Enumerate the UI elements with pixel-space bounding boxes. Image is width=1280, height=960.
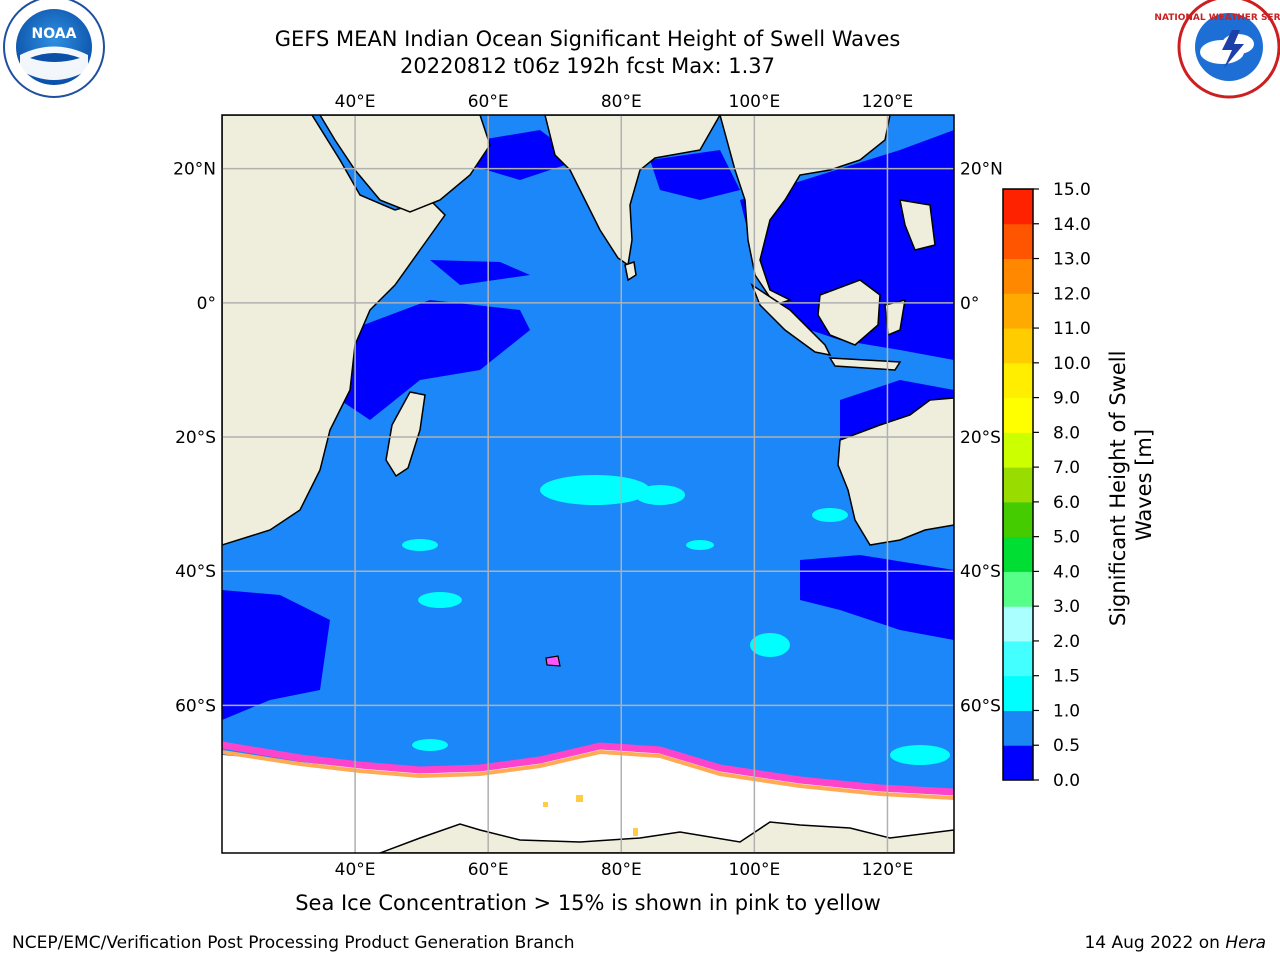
colorbar-segment <box>1003 536 1033 572</box>
colorbar-tick-label: 4.0 <box>1053 562 1080 582</box>
colorbar-tick-label: 8.0 <box>1053 423 1080 443</box>
colorbar-segment <box>1003 328 1033 364</box>
colorbar-segment <box>1003 362 1033 399</box>
colorbar-tick-label: 12.0 <box>1053 284 1091 304</box>
colorbar-tick-label: 14.0 <box>1053 215 1091 235</box>
colorbar-tick-label: 1.5 <box>1053 667 1080 687</box>
graticule <box>222 115 954 853</box>
colorbar-tick-label: 13.0 <box>1053 250 1091 270</box>
map-frame <box>221 114 955 854</box>
lat-tick-left: 0° <box>197 294 216 314</box>
lon-tick-top: 120°E <box>862 92 914 112</box>
colorbar-tick-label: 2.0 <box>1053 632 1080 652</box>
colorbar-segment <box>1003 501 1033 538</box>
colorbar-tick-label: 9.0 <box>1053 389 1080 409</box>
lon-tick-bottom: 100°E <box>729 860 781 880</box>
colorbar-segment <box>1003 745 1033 781</box>
svg-text:NATIONAL WEATHER SERVICE: NATIONAL WEATHER SERVICE <box>1154 13 1280 23</box>
colorbar-segment <box>1003 571 1033 607</box>
lon-tick-bottom: 120°E <box>862 860 914 880</box>
lat-tick-left: 40°S <box>175 562 216 582</box>
sea-ice-caption: Sea Ice Concentration > 15% is shown in … <box>295 891 881 915</box>
lat-tick-right: 20°S <box>960 428 1001 448</box>
antarctica <box>379 821 954 853</box>
colorbar-frame <box>1002 188 1034 781</box>
lat-tick-left: 20°S <box>175 428 216 448</box>
map-area <box>222 115 954 853</box>
lat-tick-right: 20°N <box>960 160 1003 180</box>
colorbar-tick-label: 5.0 <box>1053 528 1080 548</box>
colorbar-segment <box>1003 467 1033 503</box>
lon-tick-bottom: 40°E <box>335 860 376 880</box>
colorbar-tick-label: 0.5 <box>1053 736 1080 756</box>
lon-tick-top: 40°E <box>335 92 376 112</box>
footer-host: Hera <box>1225 933 1266 953</box>
colorbar-tick-label: 7.0 <box>1053 458 1080 478</box>
lat-tick-right: 60°S <box>960 696 1001 716</box>
colorbar-segment <box>1003 606 1033 642</box>
lon-tick-bottom: 60°E <box>468 860 509 880</box>
lon-tick-top: 80°E <box>601 92 642 112</box>
colorbar-tick-label: 15.0 <box>1053 180 1091 200</box>
colorbar-segment <box>1003 223 1033 260</box>
kerguelen-island <box>545 655 561 667</box>
chart-subtitle: 20220812 t06z 192h fcst Max: 1.37 <box>400 54 775 78</box>
colorbar-tick-label: 3.0 <box>1053 597 1080 617</box>
chart-title: GEFS MEAN Indian Ocean Significant Heigh… <box>274 27 901 51</box>
colorbar-tick-label: 1.0 <box>1053 701 1080 721</box>
footer-date: 14 Aug 2022 on Hera <box>1084 933 1266 953</box>
colorbar-segment <box>1003 189 1033 225</box>
axis-tick-labels: 40°E 40°E 60°E 60°E 80°E 80°E 100°E 100°E 120°E 1… <box>173 92 1003 880</box>
colorbar-segment <box>1003 710 1033 746</box>
colorbar-segment <box>1003 293 1033 329</box>
noaa-logo-icon: NOAA <box>3 0 105 98</box>
colorbar-segment <box>1003 258 1033 294</box>
colorbar-tick-label: 6.0 <box>1053 493 1080 513</box>
colorbar-segment <box>1003 432 1033 468</box>
lon-tick-top: 60°E <box>468 92 509 112</box>
colorbar-tick-label: 11.0 <box>1053 319 1091 339</box>
lat-tick-right: 0° <box>960 294 979 314</box>
colorbar: 0.0 0.5 1.0 1.5 2.0 3.0 4.0 5.0 6.0 7.0 8.0 9.0 10.0… <box>1002 180 1091 791</box>
colorbar-segment <box>1003 397 1033 433</box>
colorbar-tick-label: 0.0 <box>1053 771 1080 791</box>
lon-tick-bottom: 80°E <box>601 860 642 880</box>
lon-tick-top: 100°E <box>729 92 781 112</box>
swell-1-5-patches <box>402 475 950 765</box>
footer-branch: NCEP/EMC/Verification Post Processing Pr… <box>12 933 575 953</box>
colorbar-segment <box>1003 640 1033 677</box>
colorbar-segment <box>1003 675 1033 711</box>
svg-text:NOAA: NOAA <box>32 26 77 42</box>
nws-logo-icon: NATIONAL WEATHER SERVICE <box>1154 0 1280 99</box>
lat-tick-left: 20°N <box>173 160 216 180</box>
colorbar-label: Significant Height of Swell Waves [m] <box>1106 344 1156 626</box>
colorbar-tick-label: 10.0 <box>1053 354 1091 374</box>
lat-tick-left: 60°S <box>175 696 216 716</box>
lat-tick-right: 40°S <box>960 562 1001 582</box>
